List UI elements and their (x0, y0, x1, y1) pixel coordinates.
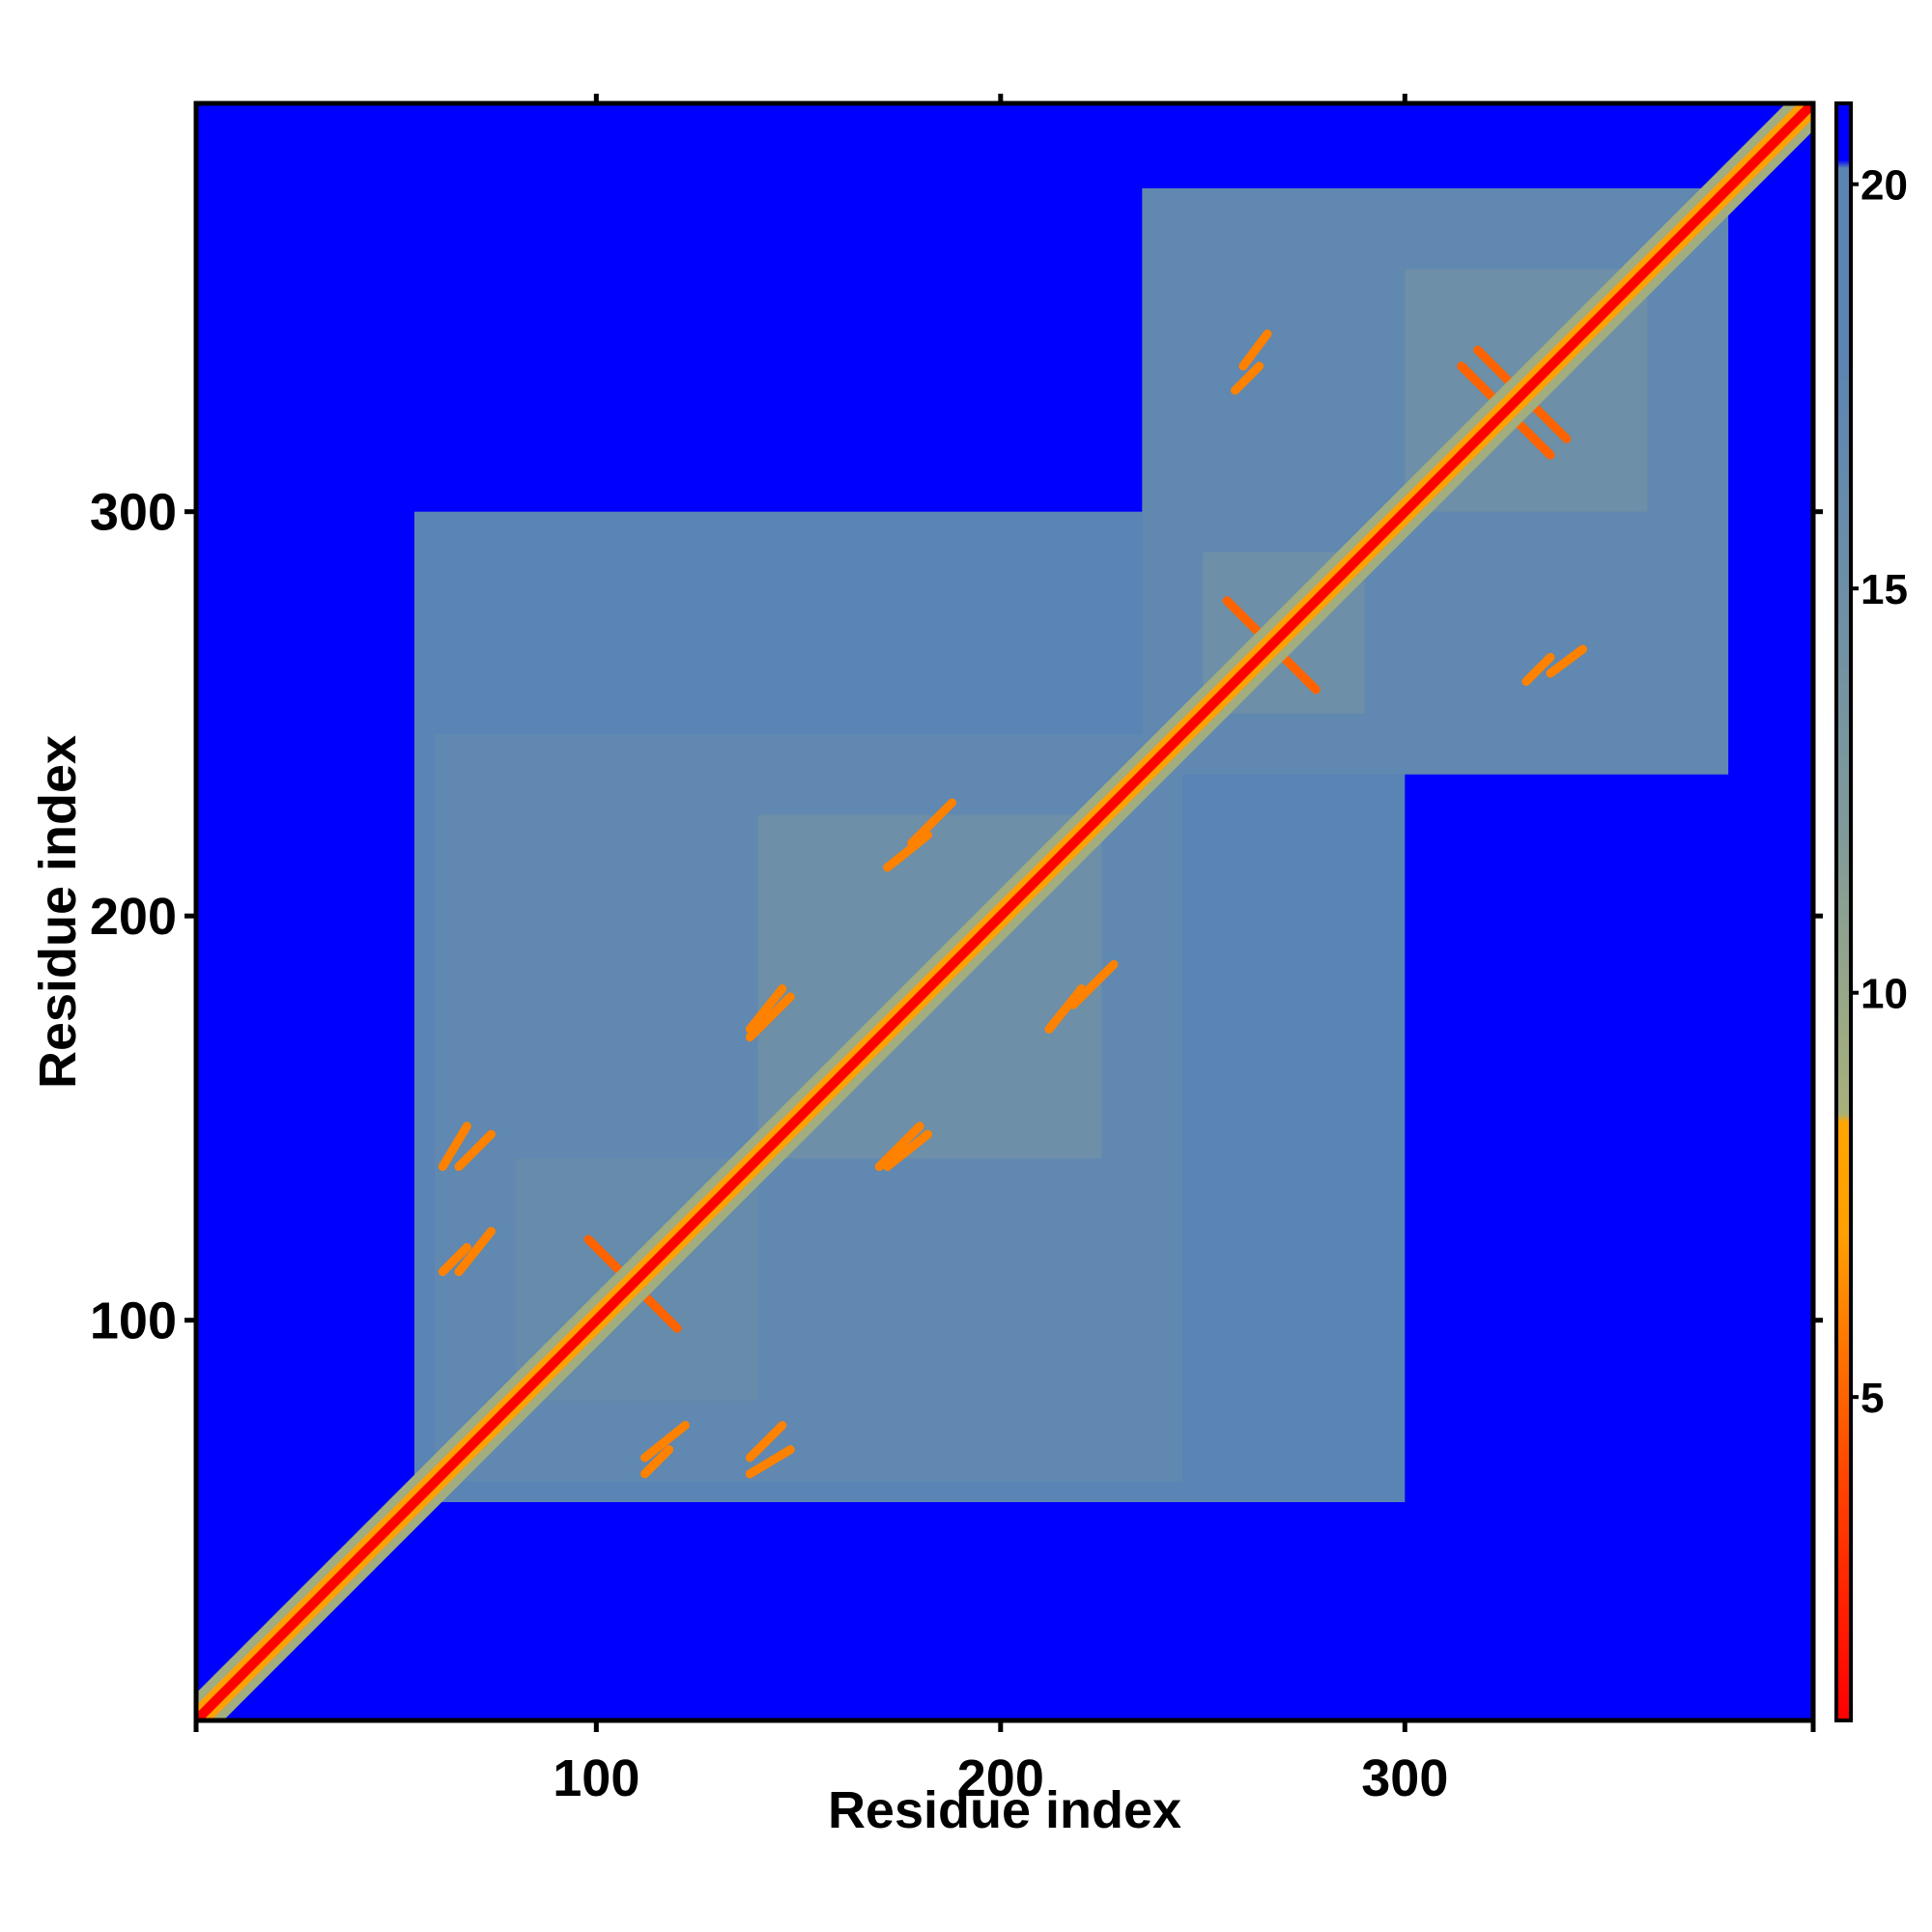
diagonal-contacts (196, 103, 1813, 1720)
contact-feature (1231, 361, 1264, 395)
contact-feature (745, 1445, 795, 1479)
contact-feature (883, 1129, 932, 1172)
contact-feature (454, 1129, 497, 1172)
contact-feature (1546, 644, 1587, 678)
colorbar-tick-label: 10 (1861, 971, 1908, 1018)
contact-feature (745, 992, 795, 1042)
contact-feature (438, 1122, 471, 1172)
y-tick-label: 300 (90, 484, 177, 542)
contact-feature (1068, 959, 1119, 1009)
contact-feature (874, 1122, 924, 1172)
contact-feature (454, 1227, 497, 1276)
contact-feature (745, 984, 787, 1034)
y-tick-label: 200 (90, 888, 177, 946)
y-tick-label: 100 (90, 1293, 177, 1350)
contact-feature (745, 1420, 787, 1463)
contact-feature (907, 798, 957, 848)
contact-feature (640, 1420, 690, 1463)
colorbar-frame (1834, 101, 1853, 1722)
x-axis: 100 200 300 (193, 94, 1816, 1807)
colorbar: 5 10 15 20 (1834, 101, 1908, 1722)
x-tick-label: 300 (1361, 1749, 1448, 1807)
x-tick-label: 200 (957, 1749, 1044, 1807)
x-tick-label: 100 (553, 1749, 639, 1807)
contact-feature (1044, 984, 1087, 1034)
contact-feature (1238, 329, 1272, 371)
colorbar-ticks: 5 10 15 20 (1851, 162, 1908, 1422)
contact-feature (640, 1445, 674, 1479)
colorbar-tick-label: 5 (1861, 1375, 1884, 1422)
colorbar-tick-label: 15 (1861, 566, 1908, 613)
contact-feature (883, 830, 932, 872)
plot-frame (193, 100, 1816, 1723)
y-axis-title: Residue index (29, 735, 87, 1089)
contact-feature (1521, 652, 1555, 686)
y-axis: 100 200 300 (90, 484, 1823, 1350)
colorbar-gradient (1836, 103, 1851, 1720)
contact-feature (438, 1242, 471, 1276)
colorbar-tick-label: 20 (1861, 162, 1908, 210)
x-axis-title: Residue index (828, 1781, 1181, 1839)
plot-area (196, 103, 1813, 1720)
